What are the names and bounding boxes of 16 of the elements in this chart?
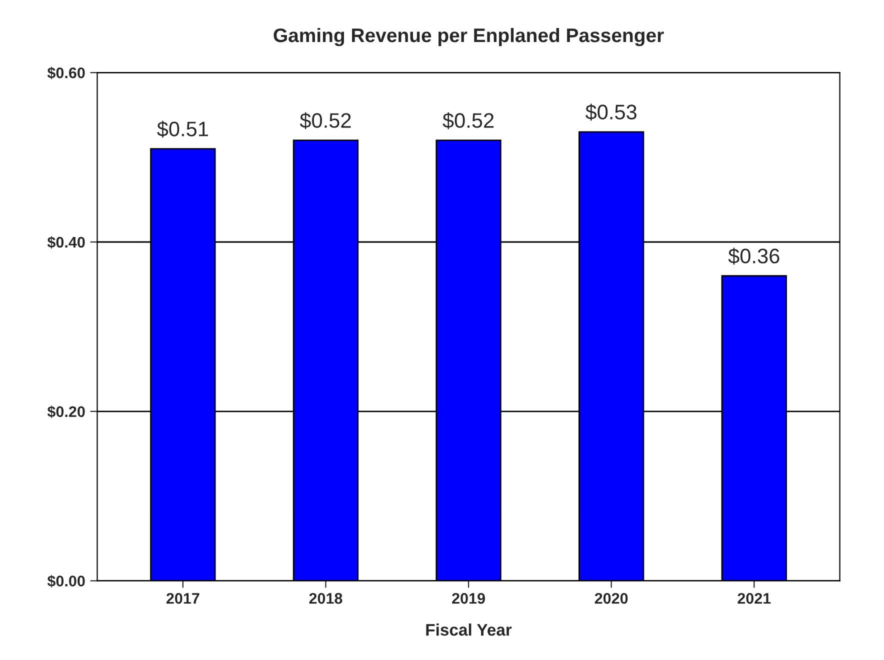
x-tick-label: 2019 [452,593,485,604]
x-tick-label: 2021 [738,593,771,604]
x-axis-title: Fiscal Year [426,624,512,636]
y-tick-label: $0.60 [47,66,85,80]
chart-title: Gaming Revenue per Enplaned Passenger [274,28,664,46]
text: $0.51 [157,120,208,138]
x-tick-label: 2017 [166,593,200,604]
y-tick-label: $0.40 [47,236,85,249]
text: $0.53 [585,104,636,121]
text: $0.52 [300,112,351,130]
text: $0.52 [442,112,494,130]
x-tick-label: 2020 [594,593,628,604]
x-tick-label: 2018 [309,593,342,604]
y-tick-label: $0.20 [47,406,85,418]
text: $0.36 [728,248,780,265]
y-tick-label: $0.00 [47,574,85,588]
